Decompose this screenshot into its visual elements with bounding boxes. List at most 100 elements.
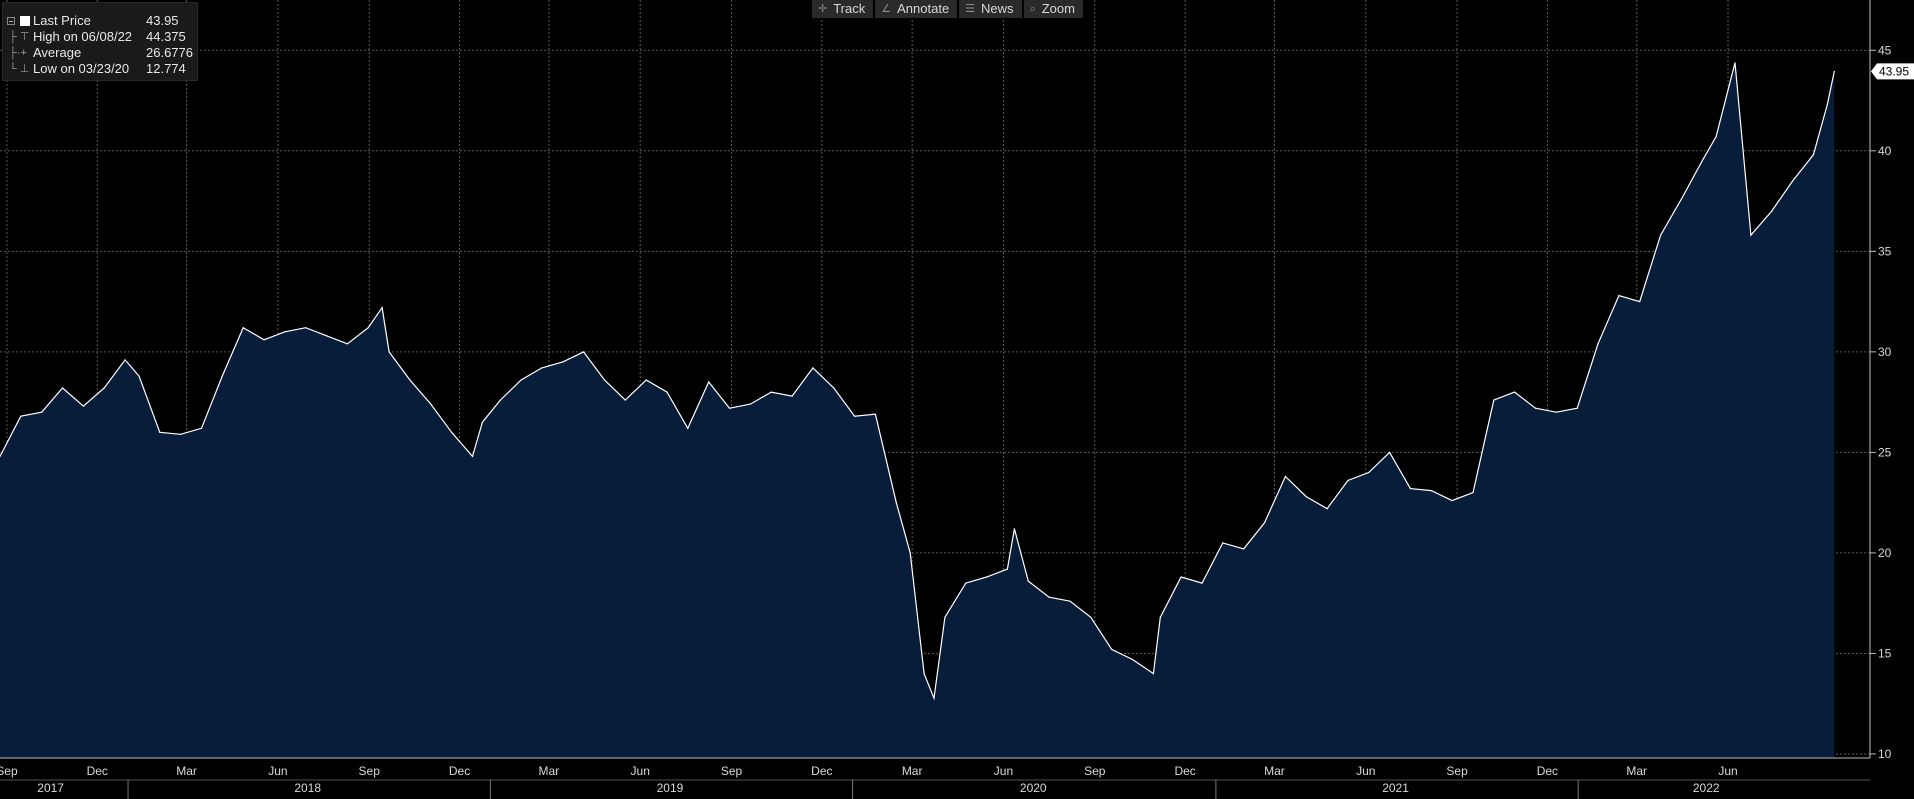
x-tick-label: Dec [87,764,108,778]
y-tick-label: 25 [1878,445,1892,459]
year-label: 2017 [37,781,64,795]
data-point [481,421,483,423]
data-point [687,427,689,429]
y-tick-label: 40 [1878,144,1892,158]
data-point [1792,180,1794,182]
zoom-label: Zoom [1041,1,1075,16]
data-point [1048,596,1050,598]
data-point [1152,673,1154,675]
data-point [346,343,348,345]
data-point [1430,490,1432,492]
data-point [749,403,752,405]
legend-average-label: Average [33,45,82,60]
data-point [645,379,647,381]
data-point [1812,154,1814,156]
data-point [1305,496,1307,498]
data-point [1090,616,1092,618]
year-label: 2021 [1382,781,1409,795]
news-button[interactable]: ☰ News [959,0,1022,18]
price-line [0,62,1835,701]
annotate-button[interactable]: ∠ Annotate [875,0,958,18]
data-point [1389,451,1391,453]
data-point [1734,62,1736,64]
news-icon: ☰ [965,3,976,15]
data-point [1750,234,1752,236]
chart-legend: Last Price 43.95 ├ ⊤ High on 06/08/22 44… [2,2,198,81]
data-point [1451,500,1453,502]
x-tick-label: Mar [902,764,923,778]
x-tick-label: Jun [1718,764,1737,778]
year-label: 2019 [657,781,684,795]
legend-high-label: High on 06/08/22 [33,29,133,44]
data-point [367,327,369,329]
collapse-icon[interactable] [7,17,15,25]
series-color-swatch [20,16,30,26]
y-tick-label: 45 [1878,43,1892,57]
data-point [263,339,265,341]
data-point [138,375,140,377]
pencil-icon: ∠ [881,3,892,15]
x-tick-label: Mar [1626,764,1647,778]
y-tick-label: 10 [1878,747,1892,761]
data-point [909,552,911,554]
data-point [833,387,835,389]
data-point [1069,600,1071,602]
zoom-button[interactable]: ⌕ Zoom [1023,0,1083,18]
y-tick-label: 20 [1878,546,1892,560]
data-point [944,616,946,618]
data-point [791,395,793,397]
data-point [159,431,161,433]
magnifier-icon: ⌕ [1029,3,1036,15]
data-point [326,335,328,337]
data-point [1222,542,1224,544]
track-button[interactable]: ✛ Track [812,0,874,18]
data-point [1555,411,1557,413]
data-point [1771,210,1773,212]
data-point [1284,475,1286,478]
data-point [1493,399,1495,401]
data-point [1180,576,1182,578]
data-point [854,415,856,417]
data-point [923,673,925,675]
data-point [451,431,453,433]
data-point [221,375,223,377]
data-point [1013,528,1016,530]
data-point [1715,136,1717,138]
x-tick-label: Jun [268,764,287,778]
data-point [874,413,877,415]
data-point [624,399,626,401]
x-tick-label: Sep [1446,764,1468,778]
data-point [1597,343,1599,345]
legend-last-value: 43.95 [146,13,179,28]
x-tick-label: Dec [449,764,470,778]
annotate-label: Annotate [897,1,950,16]
data-point [1534,407,1537,409]
last-price-tag [1871,63,1914,80]
data-point [430,403,432,405]
data-point [200,427,203,429]
price-area [0,62,1835,759]
data-point [1243,548,1245,550]
data-point [499,399,501,401]
legend-low-label: Low on 03/23/20 [33,61,130,76]
high-marker-icon: ├ ⊤ [9,31,30,43]
y-tick-label: 15 [1878,646,1892,660]
legend-row-high: ├ ⊤ High on 06/08/22 44.375 [3,29,197,45]
legend-row-last-price[interactable]: Last Price 43.95 [3,13,197,29]
crosshair-icon: ✛ [818,3,828,15]
data-point [1326,508,1328,510]
data-point [770,391,772,393]
average-marker-icon: ├·+ [9,47,27,59]
track-label: Track [833,1,866,16]
y-tick-label: 30 [1878,345,1892,359]
data-point [1618,295,1620,297]
data-point [1409,488,1411,490]
x-tick-label: Dec [1537,764,1558,778]
data-point [728,407,731,409]
data-point [965,582,967,584]
data-point [562,361,564,363]
data-point [1027,580,1029,582]
data-point [1347,479,1349,482]
data-point [895,502,897,504]
